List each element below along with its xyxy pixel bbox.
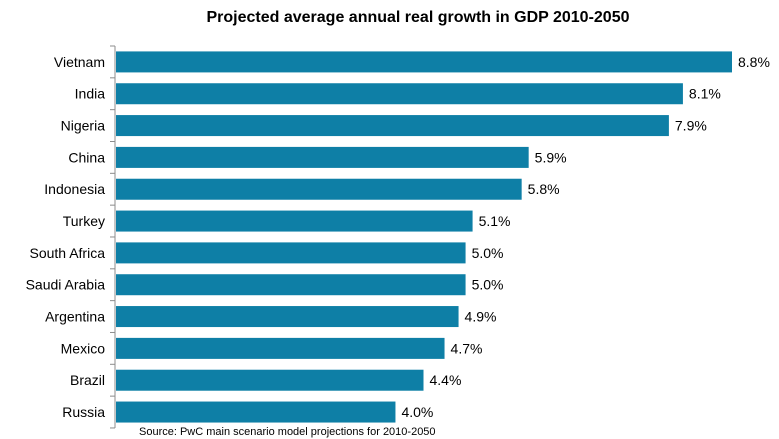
- value-label: 5.0%: [472, 277, 504, 293]
- category-label: Saudi Arabia: [26, 277, 106, 293]
- category-label: China: [68, 149, 105, 165]
- bar-argentina: [116, 306, 459, 328]
- value-label: 5.8%: [528, 181, 560, 197]
- value-label: 5.9%: [535, 149, 567, 165]
- bar-nigeria: [116, 115, 669, 137]
- category-axis: [110, 45, 116, 429]
- category-label: Argentina: [45, 309, 105, 325]
- bar-south-africa: [116, 242, 466, 264]
- bar-india: [116, 83, 683, 105]
- value-label: 7.9%: [675, 118, 707, 134]
- bar-turkey: [116, 210, 473, 232]
- bar-mexico: [116, 337, 445, 359]
- bar-saudi-arabia: [116, 274, 466, 296]
- category-label: Indonesia: [44, 181, 105, 197]
- bar-china: [116, 146, 529, 168]
- bar-indonesia: [116, 178, 522, 200]
- category-label: Russia: [62, 404, 105, 420]
- category-labels-group: Vietnam India Nigeria China Indonesia Turkey S…: [26, 54, 106, 420]
- chart-title: Projected average annual real growth in …: [207, 9, 630, 26]
- category-label: Turkey: [63, 213, 105, 229]
- value-label: 5.0%: [472, 245, 504, 261]
- bars-group: [116, 51, 732, 423]
- value-label: 5.1%: [479, 213, 511, 229]
- category-label: South Africa: [30, 245, 106, 261]
- value-labels-group: 8.8% 8.1% 7.9% 5.9% 5.8% 5.1% 5.0% 5.0% 4.9% 4.7%…: [401, 54, 769, 420]
- category-label: Vietnam: [54, 54, 105, 70]
- value-label: 8.8%: [738, 54, 770, 70]
- value-label: 4.4%: [430, 372, 462, 388]
- value-label: 4.7%: [451, 340, 483, 356]
- bar-brazil: [116, 369, 424, 391]
- category-label: India: [75, 86, 106, 102]
- value-label: 4.9%: [465, 309, 497, 325]
- bar-vietnam: [116, 51, 732, 73]
- category-label: Brazil: [70, 372, 105, 388]
- category-label: Mexico: [61, 340, 106, 356]
- source-note: Source: PwC main scenario model projecti…: [139, 426, 436, 438]
- bar-russia: [116, 401, 396, 423]
- category-label: Nigeria: [61, 118, 106, 134]
- value-label: 4.0%: [401, 404, 433, 420]
- value-label: 8.1%: [689, 86, 721, 102]
